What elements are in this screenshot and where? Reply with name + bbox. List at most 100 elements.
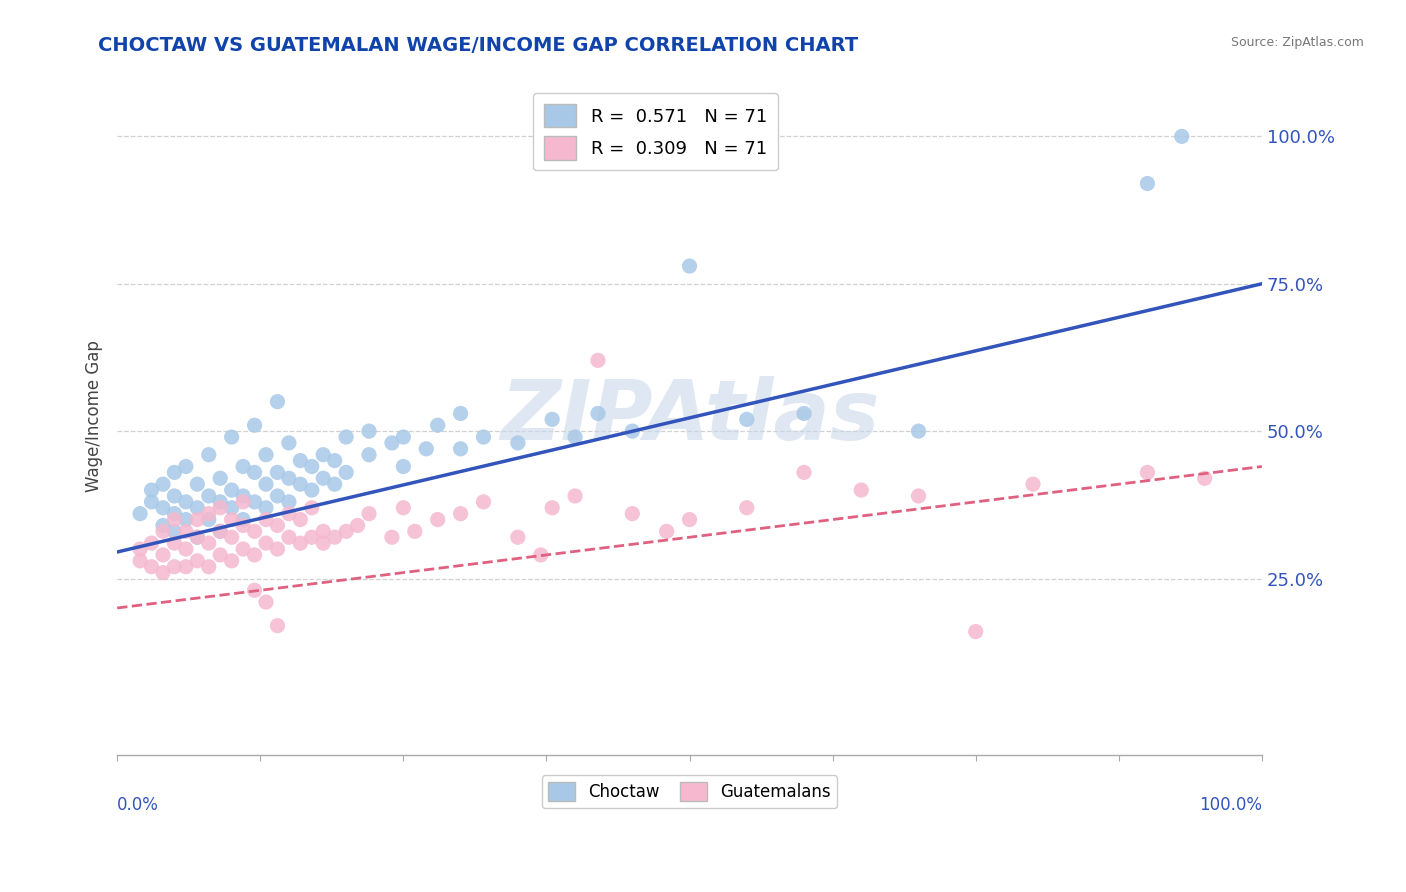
- Point: [301, 530, 323, 544]
- Point: [506, 436, 529, 450]
- Point: [426, 512, 449, 526]
- Point: [174, 524, 197, 539]
- Point: [277, 436, 299, 450]
- Point: [277, 471, 299, 485]
- Point: [174, 542, 197, 557]
- Point: [197, 512, 219, 526]
- Point: [907, 489, 929, 503]
- Point: [450, 442, 472, 456]
- Point: [301, 459, 323, 474]
- Point: [141, 559, 163, 574]
- Point: [186, 530, 208, 544]
- Point: [232, 459, 254, 474]
- Point: [209, 524, 232, 539]
- Y-axis label: Wage/Income Gap: Wage/Income Gap: [86, 341, 103, 492]
- Point: [381, 436, 404, 450]
- Point: [357, 507, 380, 521]
- Point: [152, 477, 174, 491]
- Point: [186, 554, 208, 568]
- Point: [346, 518, 368, 533]
- Point: [163, 507, 186, 521]
- Point: [506, 530, 529, 544]
- Point: [678, 259, 700, 273]
- Point: [197, 448, 219, 462]
- Point: [357, 424, 380, 438]
- Point: [129, 554, 152, 568]
- Point: [290, 512, 312, 526]
- Point: [415, 442, 437, 456]
- Point: [312, 536, 335, 550]
- Point: [221, 512, 243, 526]
- Point: [621, 507, 644, 521]
- Point: [174, 512, 197, 526]
- Point: [335, 466, 357, 480]
- Point: [232, 495, 254, 509]
- Point: [243, 583, 266, 598]
- Point: [472, 430, 495, 444]
- Point: [1022, 477, 1045, 491]
- Text: Source: ZipAtlas.com: Source: ZipAtlas.com: [1230, 36, 1364, 49]
- Point: [323, 453, 346, 467]
- Point: [209, 548, 232, 562]
- Point: [1171, 129, 1194, 144]
- Point: [312, 471, 335, 485]
- Point: [965, 624, 987, 639]
- Point: [232, 512, 254, 526]
- Point: [186, 512, 208, 526]
- Point: [197, 536, 219, 550]
- Point: [301, 500, 323, 515]
- Point: [301, 483, 323, 497]
- Point: [254, 500, 277, 515]
- Point: [221, 430, 243, 444]
- Point: [266, 518, 288, 533]
- Point: [450, 407, 472, 421]
- Point: [678, 512, 700, 526]
- Point: [141, 536, 163, 550]
- Point: [163, 536, 186, 550]
- Point: [232, 518, 254, 533]
- Point: [541, 412, 564, 426]
- Point: [1136, 466, 1159, 480]
- Point: [564, 430, 586, 444]
- Point: [793, 407, 815, 421]
- Point: [381, 530, 404, 544]
- Point: [266, 394, 288, 409]
- Point: [197, 507, 219, 521]
- Point: [266, 466, 288, 480]
- Point: [254, 595, 277, 609]
- Point: [186, 530, 208, 544]
- Point: [335, 430, 357, 444]
- Point: [186, 500, 208, 515]
- Point: [163, 489, 186, 503]
- Point: [472, 495, 495, 509]
- Point: [357, 448, 380, 462]
- Point: [312, 524, 335, 539]
- Text: 0.0%: 0.0%: [117, 796, 159, 814]
- Text: ZIPAtlas: ZIPAtlas: [501, 376, 879, 457]
- Point: [655, 524, 678, 539]
- Point: [586, 407, 609, 421]
- Point: [174, 559, 197, 574]
- Point: [221, 483, 243, 497]
- Point: [793, 466, 815, 480]
- Point: [232, 542, 254, 557]
- Point: [209, 500, 232, 515]
- Point: [221, 554, 243, 568]
- Point: [163, 559, 186, 574]
- Point: [152, 500, 174, 515]
- Point: [735, 500, 758, 515]
- Point: [197, 489, 219, 503]
- Point: [277, 495, 299, 509]
- Point: [174, 459, 197, 474]
- Point: [1136, 177, 1159, 191]
- Point: [621, 424, 644, 438]
- Point: [254, 448, 277, 462]
- Point: [392, 500, 415, 515]
- Point: [221, 500, 243, 515]
- Point: [851, 483, 873, 497]
- Point: [174, 495, 197, 509]
- Point: [290, 536, 312, 550]
- Point: [243, 524, 266, 539]
- Point: [323, 477, 346, 491]
- Point: [152, 524, 174, 539]
